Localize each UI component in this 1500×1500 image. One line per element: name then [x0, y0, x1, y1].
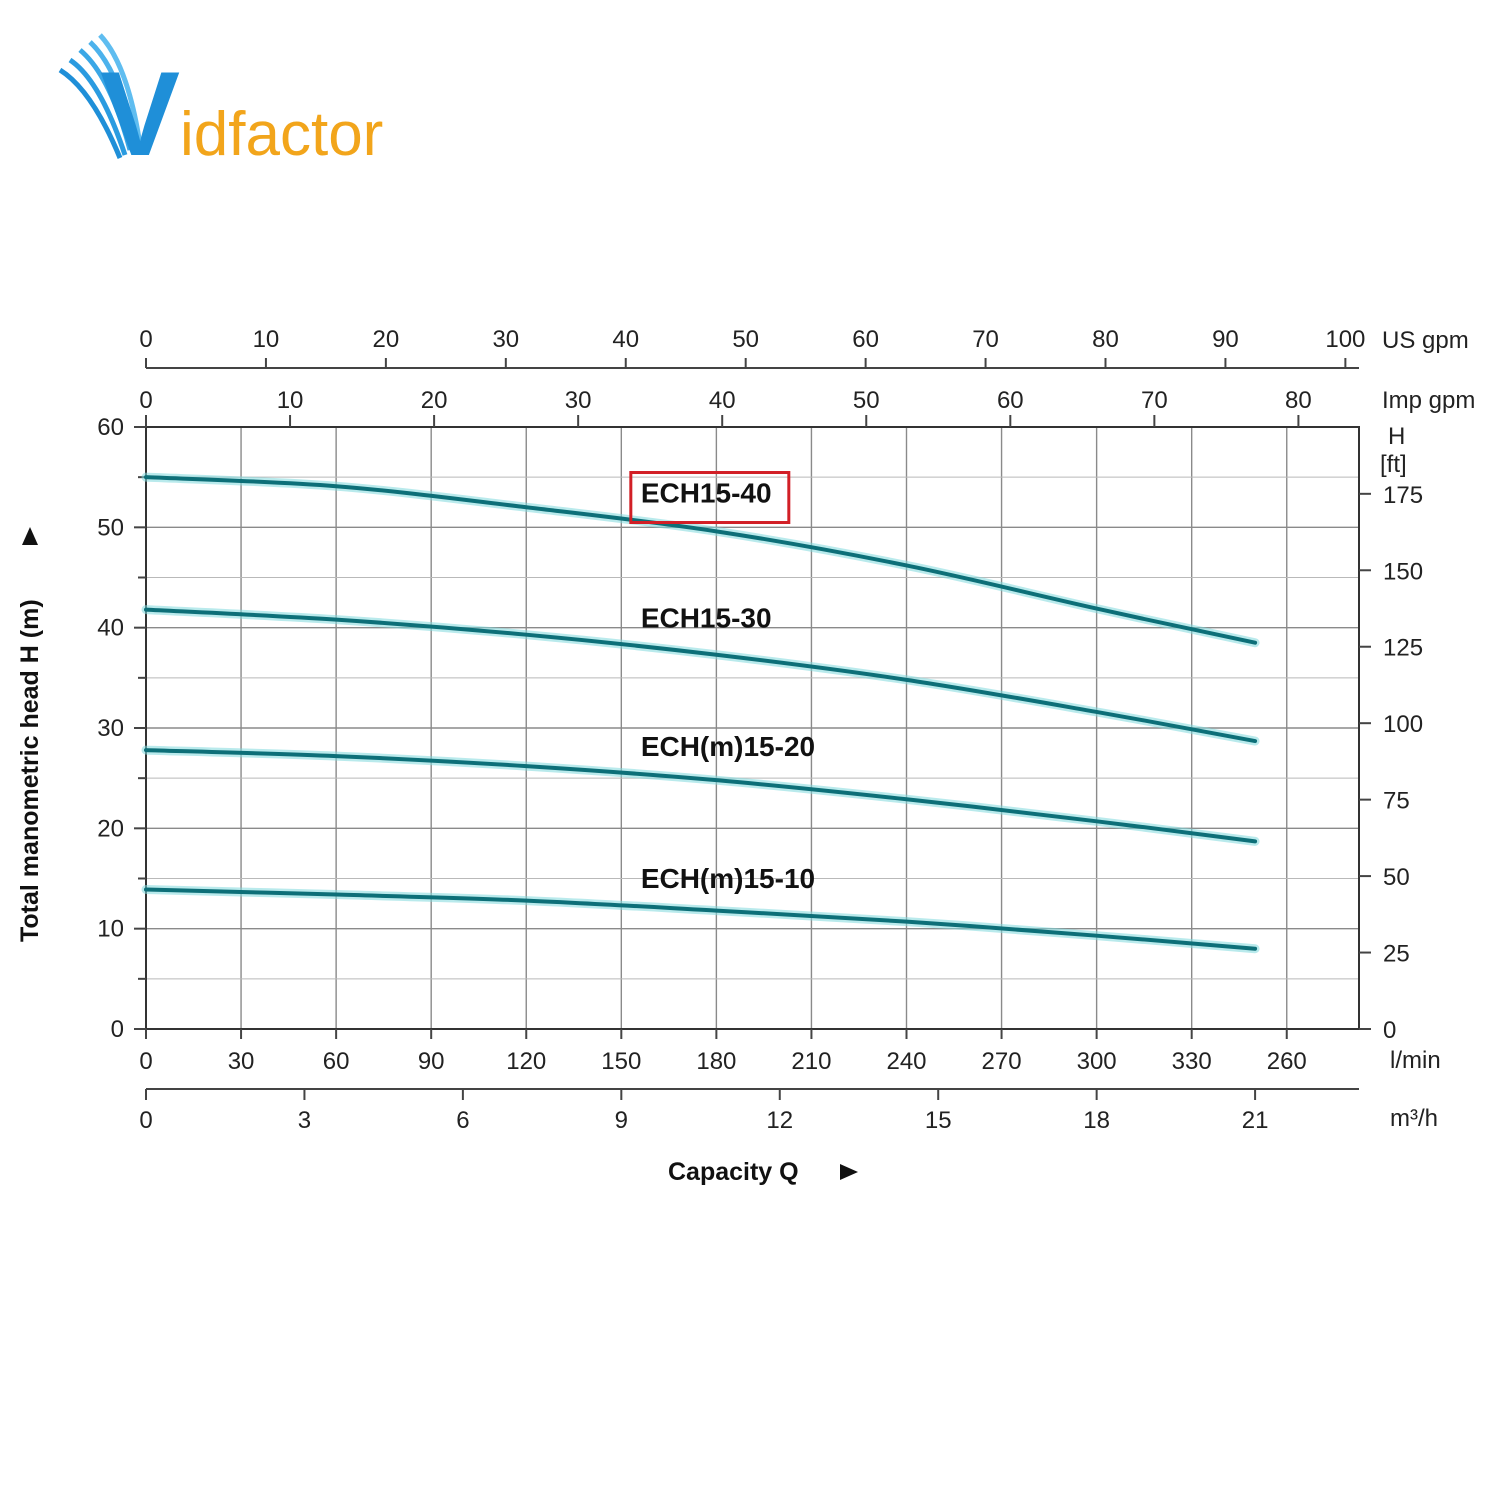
lmin-tick-label: 30 [228, 1048, 255, 1075]
curve-ECH(m)15-20 [144, 748, 1258, 844]
y-tick-label: 60 [97, 414, 124, 441]
curve-ECH15-30 [144, 607, 1258, 744]
m3h-tick-label: 9 [615, 1107, 628, 1134]
ft-tick-label: 100 [1383, 711, 1423, 738]
us-gpm-tick-label: 0 [139, 326, 152, 353]
m3h-tick-label: 3 [298, 1107, 311, 1134]
logo-letter-v: V [100, 47, 180, 180]
lmin-tick-label: 0 [139, 1048, 152, 1075]
us-gpm-tick-label: 60 [852, 326, 879, 353]
performance-curves [141, 472, 1260, 954]
us-gpm-tick-label: 10 [253, 326, 280, 353]
right-axis-unit-ft: [ft] [1380, 451, 1407, 478]
series-labels: ECH15-40 ECH15-30 ECH(m)15-20 ECH(m)15-10 [629, 471, 815, 894]
imp-gpm-unit: Imp gpm [1382, 387, 1475, 414]
bird-wing-icon [58, 33, 143, 159]
lmin-tick-label: 90 [418, 1048, 445, 1075]
series-label-ECH15-30: ECH15-30 [641, 603, 772, 634]
imp-gpm-tick-label: 20 [421, 387, 448, 414]
y-axis-arrow-icon [22, 527, 38, 545]
y-tick-label: 30 [97, 715, 124, 742]
curve-ECH15-40 [144, 475, 1258, 645]
m3h-tick-label: 12 [766, 1107, 793, 1134]
series-label-ECH(m)15-20: ECH(m)15-20 [641, 731, 815, 762]
x-axis-title: Capacity Q [668, 1158, 799, 1186]
m3h-tick-label: 18 [1083, 1107, 1110, 1134]
us-gpm-tick-label: 40 [612, 326, 639, 353]
imp-gpm-tick-label: 0 [139, 387, 152, 414]
right-axis-unit-h: H [1388, 423, 1405, 450]
curve-glow-ECH(m)15-10 [141, 885, 1260, 954]
series-label-ECH(m)15-10: ECH(m)15-10 [641, 863, 815, 894]
lmin-tick-label: 180 [696, 1048, 736, 1075]
ft-tick-label: 175 [1383, 482, 1423, 509]
us-gpm-tick-label: 90 [1212, 326, 1239, 353]
x-axis-arrow-icon [840, 1164, 858, 1180]
ft-tick-label: 125 [1383, 635, 1423, 662]
lmin-tick-label: 210 [791, 1048, 831, 1075]
ft-tick-label: 25 [1383, 941, 1410, 968]
us-gpm-tick-label: 50 [732, 326, 759, 353]
curve-ECH(m)15-10 [144, 887, 1258, 951]
y-tick-label: 50 [97, 514, 124, 541]
grid [146, 427, 1359, 1029]
lmin-tick-label: 240 [886, 1048, 926, 1075]
m3h-tick-label: 21 [1242, 1107, 1269, 1134]
us-gpm-tick-label: 20 [373, 326, 400, 353]
lmin-tick-label: 270 [982, 1048, 1022, 1075]
y-tick-label: 10 [97, 916, 124, 943]
lmin-unit: l/min [1390, 1047, 1441, 1074]
vidfactor-logo: V idfactor [58, 33, 383, 180]
m3h-tick-label: 15 [925, 1107, 952, 1134]
lmin-tick-label: 330 [1172, 1048, 1212, 1075]
imp-gpm-tick-label: 30 [565, 387, 592, 414]
y-tick-label: 40 [97, 615, 124, 642]
ft-tick-label: 150 [1383, 558, 1423, 585]
us-gpm-unit: US gpm [1382, 327, 1469, 354]
us-gpm-tick-label: 80 [1092, 326, 1119, 353]
us-gpm-tick-label: 100 [1325, 326, 1365, 353]
m3h-tick-label: 6 [456, 1107, 469, 1134]
y-tick-label: 0 [111, 1016, 124, 1043]
ft-tick-label: 0 [1383, 1017, 1396, 1044]
imp-gpm-tick-label: 40 [709, 387, 736, 414]
ft-tick-label: 50 [1383, 864, 1410, 891]
y-tick-label: 20 [97, 815, 124, 842]
axis-ticks [134, 358, 1371, 1100]
imp-gpm-tick-label: 50 [853, 387, 880, 414]
m3h-unit: m³/h [1390, 1105, 1438, 1132]
imp-gpm-tick-label: 70 [1141, 387, 1168, 414]
imp-gpm-tick-label: 80 [1285, 387, 1312, 414]
ft-tick-label: 75 [1383, 788, 1410, 815]
highlight-box [629, 471, 791, 525]
lmin-tick-label: 150 [601, 1048, 641, 1075]
series-label-ECH15-40: ECH15-40 [641, 478, 772, 509]
imp-gpm-tick-label: 10 [277, 387, 304, 414]
lmin-tick-label: 120 [506, 1048, 546, 1075]
logo-wordmark: idfactor [180, 100, 383, 169]
imp-gpm-tick-label: 60 [997, 387, 1024, 414]
lmin-tick-label: 260 [1267, 1048, 1307, 1075]
m3h-tick-label: 0 [139, 1107, 152, 1134]
lmin-tick-label: 60 [323, 1048, 350, 1075]
us-gpm-tick-label: 70 [972, 326, 999, 353]
us-gpm-tick-label: 30 [492, 326, 519, 353]
lmin-tick-label: 300 [1077, 1048, 1117, 1075]
y-axis-title: Total manometric head H (m) [16, 599, 44, 942]
